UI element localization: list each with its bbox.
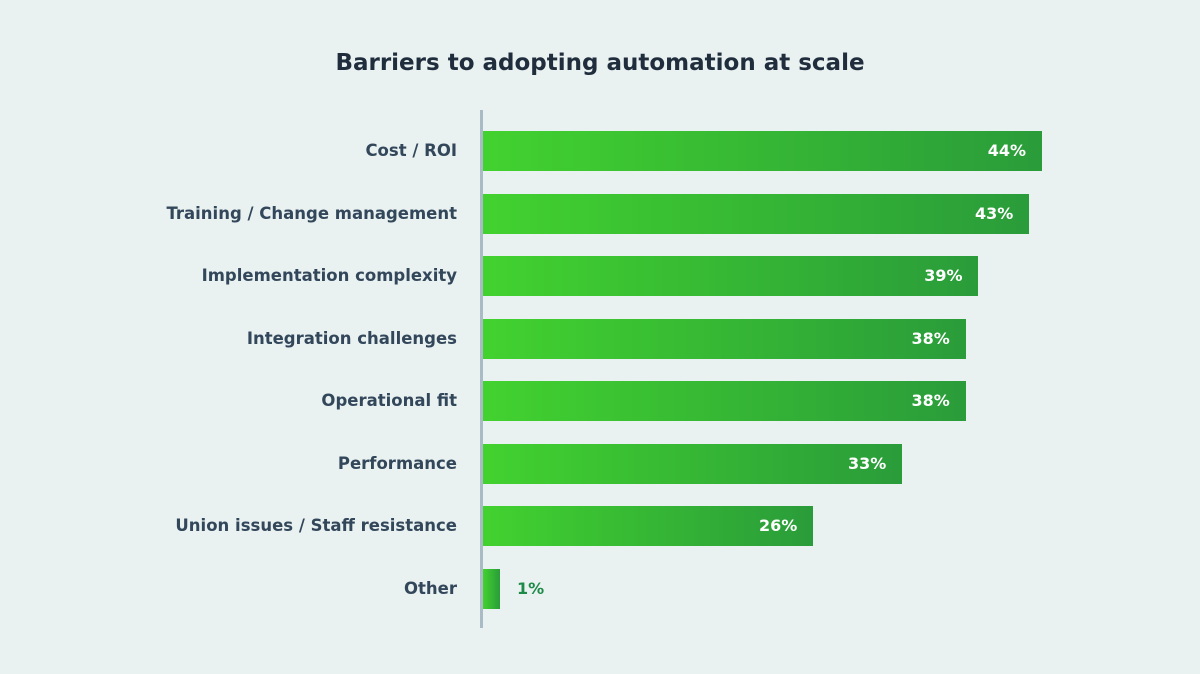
- data-label: 43%: [975, 203, 1014, 223]
- data-label: 33%: [847, 453, 887, 473]
- bar-row: Training / Change management 43%: [0, 193, 1200, 234]
- data-label: 26%: [759, 516, 798, 535]
- data-label: 1%: [517, 578, 545, 598]
- category-label: Performance: [337, 453, 457, 473]
- data-label: 38%: [911, 391, 950, 410]
- bar: [483, 256, 979, 296]
- category-label: Cost / ROI: [365, 141, 457, 160]
- bar: [483, 131, 1042, 171]
- category-label: Union issues / Staff resistance: [175, 516, 457, 535]
- bar-row: Performance 33%: [0, 443, 1200, 484]
- bar: [483, 568, 500, 609]
- data-label: 44%: [987, 141, 1026, 160]
- bar-row: Implementation complexity 39%: [0, 256, 1200, 296]
- chart-title: Barriers to adopting automation at scale: [335, 50, 865, 76]
- bar-row: Cost / ROI 44%: [0, 131, 1200, 171]
- bar: [483, 193, 1030, 234]
- category-label: Integration challenges: [246, 328, 457, 348]
- bar-row: Other 1%: [0, 568, 1200, 609]
- data-label: 38%: [911, 328, 950, 348]
- bar-row: Operational fit 38%: [0, 381, 1200, 421]
- bar: [483, 443, 903, 484]
- category-label: Other: [404, 578, 457, 598]
- category-label: Operational fit: [321, 391, 457, 410]
- category-label: Training / Change management: [166, 203, 457, 223]
- category-label: Implementation complexity: [201, 266, 457, 285]
- y-axis-line: [480, 110, 483, 628]
- bar: [483, 381, 966, 421]
- bar: [483, 506, 814, 546]
- bar-row: Integration challenges 38%: [0, 318, 1200, 359]
- data-label: 39%: [924, 266, 963, 285]
- bar-row: Union issues / Staff resistance 26%: [0, 506, 1200, 546]
- bar: [483, 318, 966, 359]
